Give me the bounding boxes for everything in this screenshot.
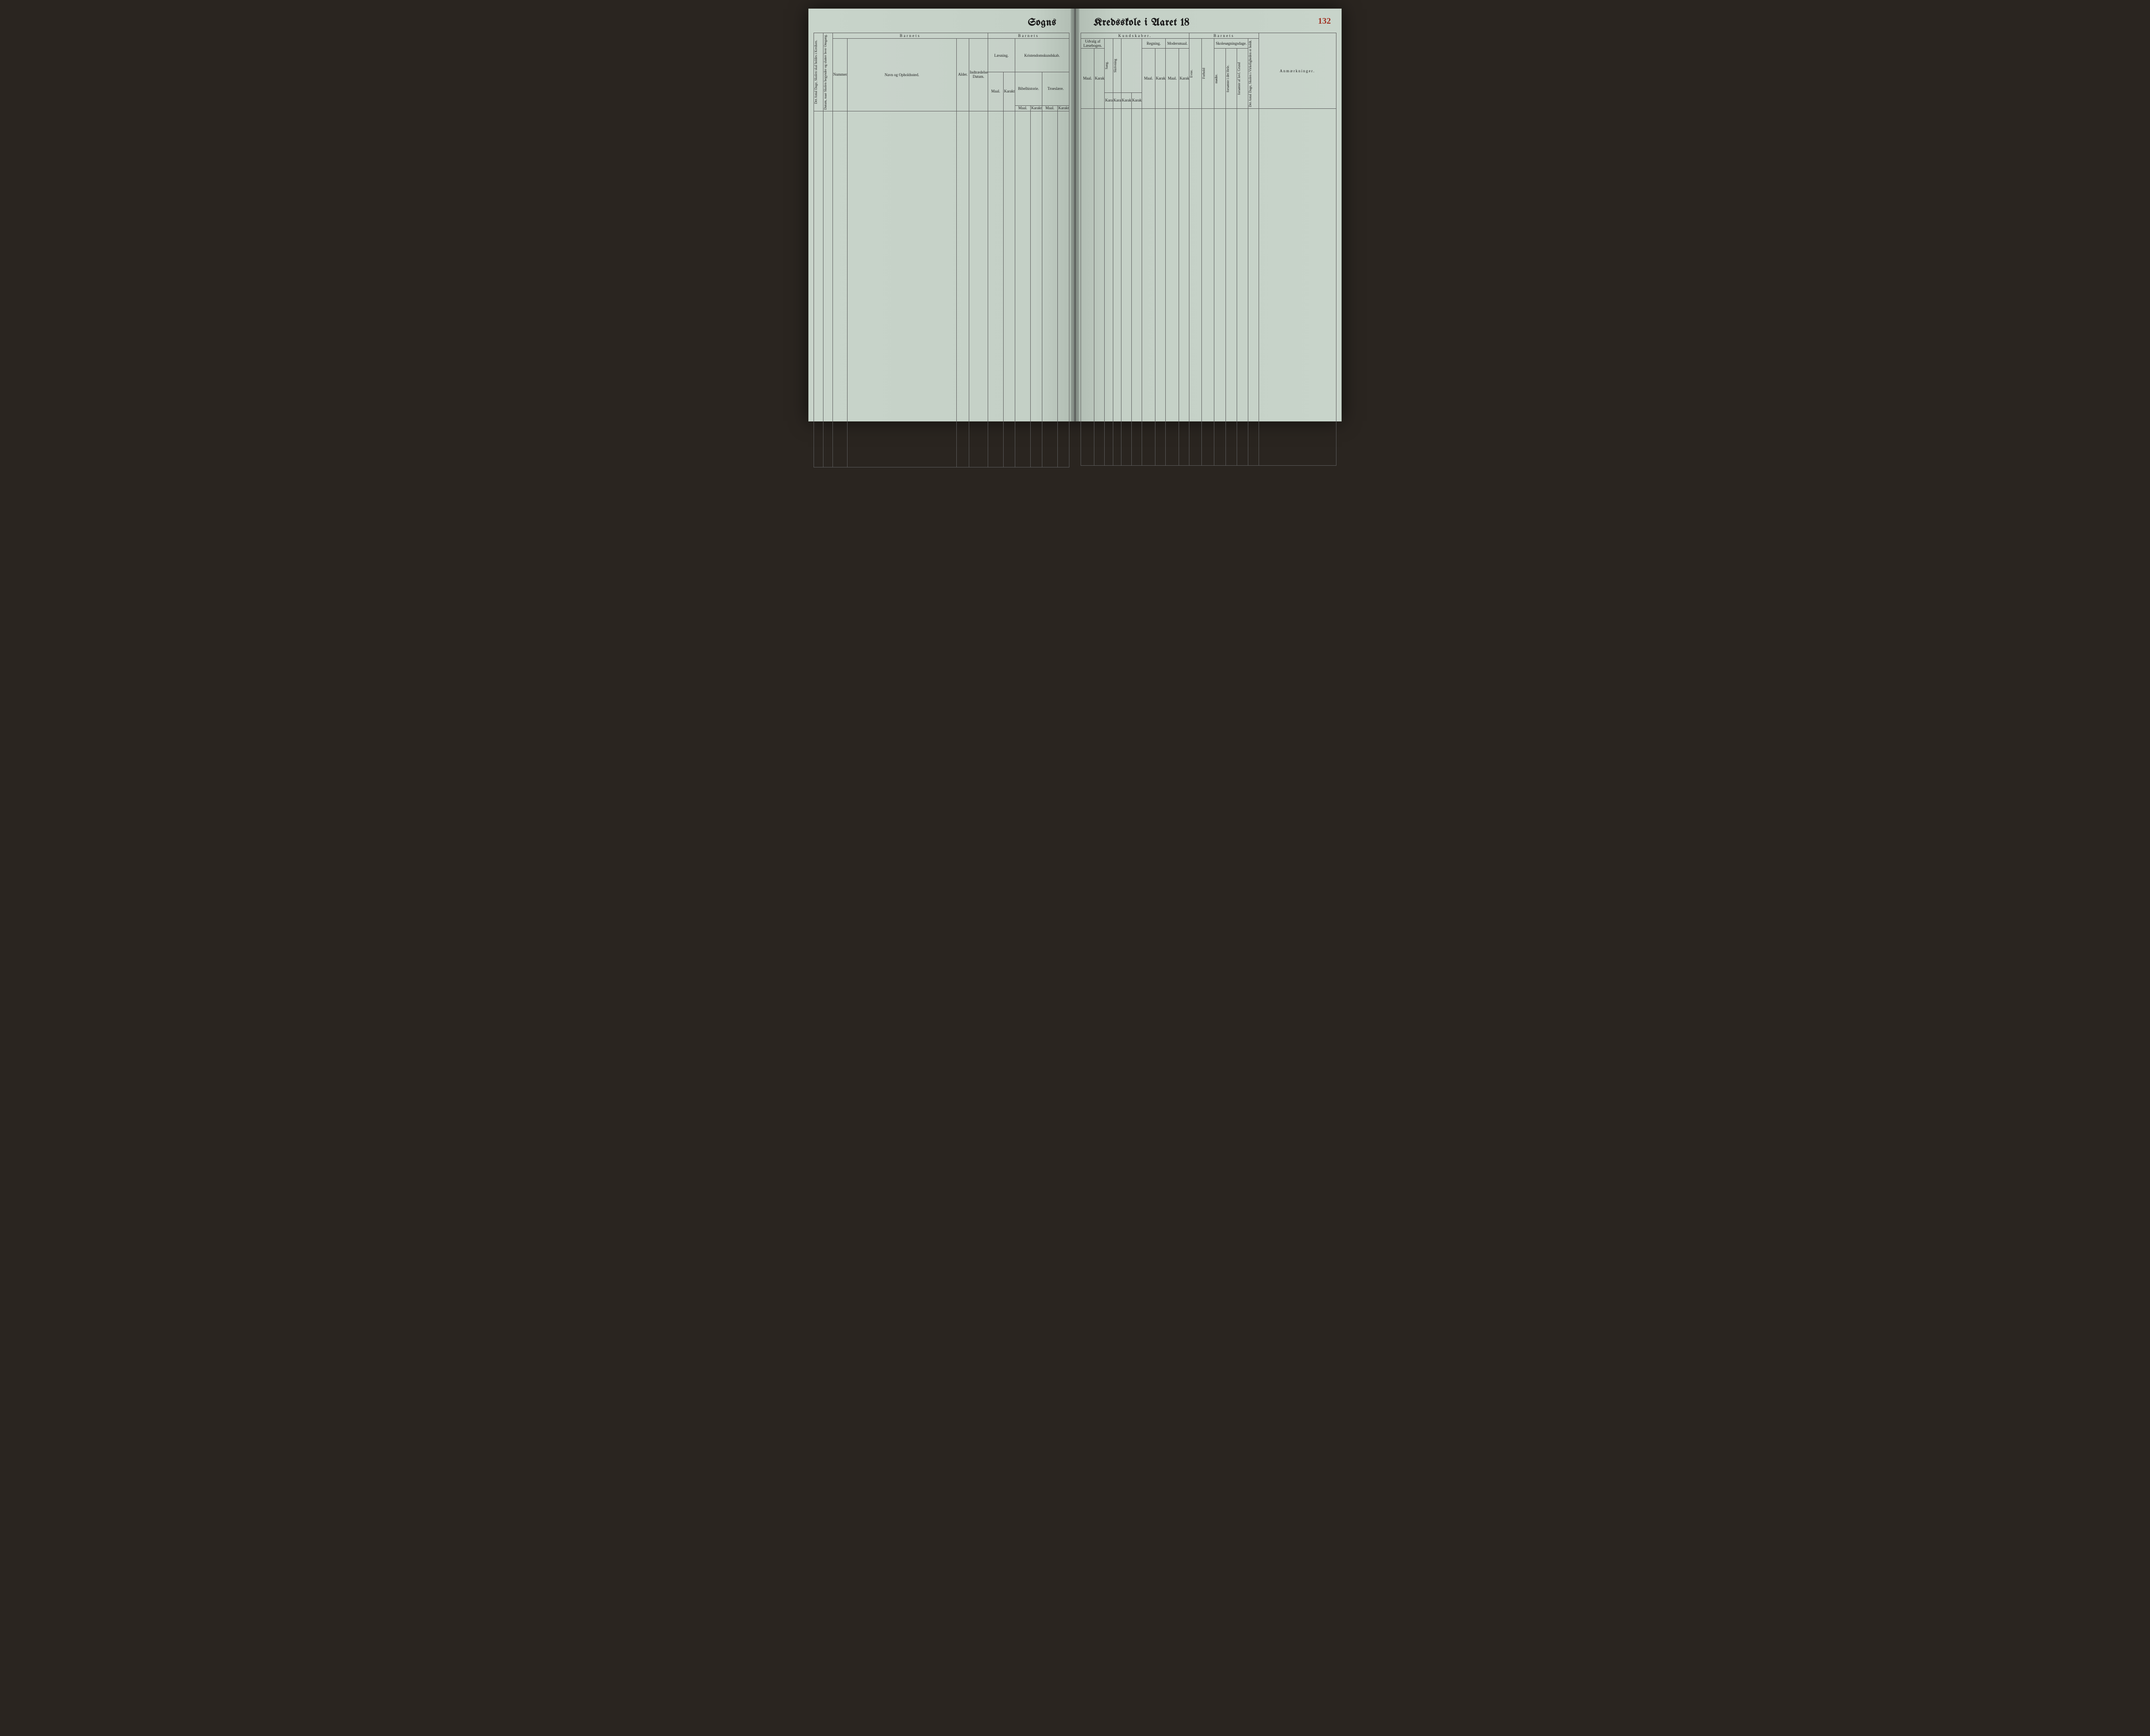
col-forhold: Forhold [1202, 67, 1206, 80]
empty-cell [1259, 109, 1336, 466]
laesning-maal: Maal. [988, 72, 1003, 111]
empty-cell [1166, 109, 1179, 466]
empty-cell [1226, 109, 1237, 466]
empty-cell [1179, 109, 1189, 466]
title-right: Kredsskole i Aaret 18 [1081, 18, 1336, 28]
empty-cell [832, 111, 847, 467]
udvalg-maal: Maal. [1081, 49, 1094, 109]
empty-cell [1042, 111, 1057, 467]
empty-cell [1058, 111, 1069, 467]
regning-kar: Karakter. [1155, 49, 1166, 109]
troes-maal: Maal. [1042, 106, 1057, 111]
moders-maal: Maal. [1166, 49, 1179, 109]
empty-cell [1081, 109, 1094, 466]
empty-cell [1094, 109, 1105, 466]
col-nummer: Nummer. [833, 73, 847, 77]
col-indtraedelse: Indtrædelses-Datum. [970, 71, 987, 79]
empty-cell [1105, 109, 1113, 466]
ledger-book: Sogns Det Antal Dage, Skolen skal holdes… [808, 9, 1342, 421]
col-navn: Navn og Opholdssted. [847, 39, 957, 111]
col-modersmaal: Modersmaal. [1166, 39, 1189, 49]
bibel-maal: Maal. [1015, 106, 1030, 111]
left-table-header: Det Antal Dage, Skolen skal holdes i Kre… [814, 33, 1069, 111]
right-table-body [1081, 109, 1336, 466]
empty-cell [847, 111, 957, 467]
sog-modte: mødte. [1215, 73, 1219, 84]
bibel-kar: Karakter. [1031, 106, 1042, 111]
empty-cell [1015, 111, 1030, 467]
empty-cell [1004, 111, 1015, 467]
sog-lovl: forsømte af lovl. Grund [1238, 61, 1241, 96]
laesning-kar: Karakter [1004, 72, 1015, 111]
right-page: 132 Kredsskole i Aaret 18 Kundskaber. Ba… [1075, 9, 1342, 421]
col-skolesogning: Skolesøgningsdage. [1214, 39, 1248, 49]
empty-cell [1202, 109, 1214, 466]
regning-maal: Maal. [1142, 49, 1155, 109]
empty-cell [957, 111, 969, 467]
left-page: Sogns Det Antal Dage, Skolen skal holdes… [808, 9, 1075, 421]
skriv-kar: Karakter. [1113, 92, 1121, 108]
right-table: Kundskaber. Barnets Anmærkninger. Udvalg… [1081, 33, 1336, 466]
col-udvalg: Udvalg af Læsebogen. [1081, 39, 1105, 49]
section-barnets-2: Barnets [988, 33, 1069, 39]
sog-forsomte: forsømte i det Hele. [1226, 64, 1230, 93]
empty-cell [1121, 109, 1131, 466]
section-barnets-3: Barnets [1189, 33, 1259, 39]
section-barnets-1: Barnets [832, 33, 988, 39]
troes-kar: Karakter. [1058, 106, 1069, 111]
empty-cell [1131, 109, 1142, 466]
meta-col-2: Datum, naar Skolen begynder og slutter h… [824, 34, 828, 111]
col-antal-dage: Det Antal Dage, Skolen i Virkeligheden e… [1249, 39, 1253, 108]
col-anmaerkninger: Anmærkninger. [1259, 33, 1336, 109]
col-kristendom: Kristendomskundskab. [1015, 39, 1069, 72]
right-table-header: Kundskaber. Barnets Anmærkninger. Udvalg… [1081, 33, 1336, 109]
left-table-body [814, 111, 1069, 467]
col-regning: Regning. [1142, 39, 1165, 49]
meta-col-1: Det Antal Dage, Skolen skal holdes i Kre… [814, 39, 818, 105]
extra-kar1: Karakter. [1121, 92, 1131, 108]
section-kundskaber: Kundskaber. [1081, 33, 1189, 39]
empty-cell [1031, 111, 1042, 467]
empty-cell [1189, 109, 1202, 466]
empty-cell [1214, 109, 1226, 466]
sang-kar: Karakter. [1105, 92, 1113, 108]
col-sang: Sang. [1105, 61, 1109, 70]
empty-cell [1248, 109, 1259, 466]
empty-cell [1142, 109, 1155, 466]
empty-cell [1113, 109, 1121, 466]
udvalg-kar: Karakter. [1094, 49, 1105, 109]
empty-cell [969, 111, 988, 467]
bibel-title: Bibelhistorie. [1015, 72, 1042, 106]
empty-cell [823, 111, 832, 467]
col-skrivning: Skrivning [1114, 58, 1118, 74]
troes-title: Troeslære. [1042, 72, 1069, 106]
empty-cell [1155, 109, 1166, 466]
empty-cell [1237, 109, 1248, 466]
moders-kar: Karakter. [1179, 49, 1189, 109]
col-laesning: Læsning. [988, 39, 1015, 72]
col-evne: Evne. [1190, 69, 1194, 78]
page-number: 132 [1318, 16, 1331, 26]
left-table: Det Antal Dage, Skolen skal holdes i Kre… [814, 33, 1069, 467]
extra-kar2: Karakter. [1131, 92, 1142, 108]
title-left: Sogns [814, 18, 1069, 28]
empty-cell [814, 111, 823, 467]
col-alder: Alder. [957, 73, 968, 77]
empty-cell [988, 111, 1003, 467]
